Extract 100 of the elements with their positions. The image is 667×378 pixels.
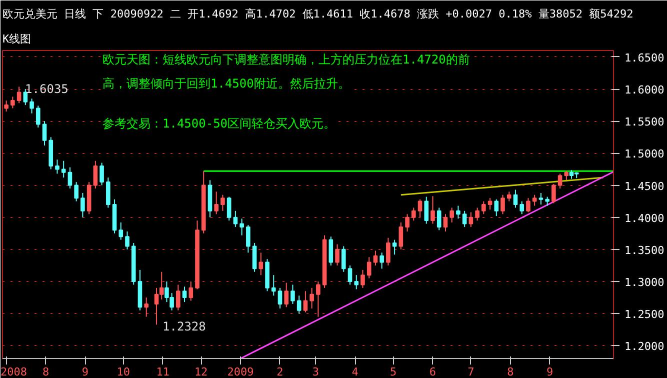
candlestick	[506, 191, 512, 202]
annotation: 参考交易：1.4500-50区间轻仓买入欧元。	[102, 116, 336, 130]
x-tick-label: 2008	[0, 366, 27, 378]
candlestick	[214, 191, 219, 215]
candlestick	[456, 205, 460, 220]
candlestick	[10, 96, 15, 109]
candlestick	[341, 246, 346, 272]
x-tick-label: 2	[276, 366, 284, 378]
candlestick	[271, 274, 276, 296]
candlestick	[411, 207, 416, 222]
annotation: 1.6035	[25, 82, 68, 96]
x-tick-label: 4	[352, 366, 359, 378]
chart-title: 欧元兑美元 日线 下 20090922 二 开1.4692 高1.4702 低1.4611 收1.4678 涨跌 +0.0027 0.18% 量38052 额54292	[2, 8, 634, 20]
candlestick	[488, 198, 492, 210]
candlestick	[564, 170, 569, 181]
y-tick-label: 1.5500	[624, 116, 664, 129]
candlestick	[475, 207, 480, 222]
x-tick-label: 11	[156, 366, 170, 378]
y-tick-label: 1.5000	[624, 148, 664, 161]
candlestick	[418, 198, 422, 218]
candlestick	[373, 250, 378, 266]
candlestick	[93, 160, 98, 189]
x-tick-label: 2009	[227, 366, 254, 378]
candlestick	[36, 105, 40, 128]
annotation: 欧元天图：短线欧元向下调整意图明确，上方的压力位在1.4720的前	[102, 52, 470, 66]
candlestick	[360, 269, 365, 288]
candlestick	[494, 198, 499, 217]
x-tick-label: 8	[42, 366, 50, 378]
candlestick	[398, 222, 404, 250]
x-tick-label: 8	[507, 366, 514, 378]
x-tick-label: 9	[82, 366, 89, 378]
x-tick-label: 7	[468, 366, 474, 378]
candlestick	[176, 284, 180, 311]
candlestick	[118, 222, 124, 240]
candlestick	[468, 212, 474, 228]
candlestick	[30, 98, 34, 114]
candlestick	[80, 192, 85, 218]
candlestick	[68, 166, 72, 189]
candlestick	[443, 214, 448, 232]
y-tick-label: 1.4500	[624, 180, 664, 193]
candlestick	[100, 162, 104, 186]
candlestick	[354, 274, 359, 290]
y-tick-label: 1.6000	[624, 84, 664, 96]
candlestick	[233, 210, 238, 228]
y-tick-label: 1.2500	[624, 308, 664, 322]
candlestick	[386, 237, 390, 266]
candlestick	[278, 287, 282, 309]
candlestick	[284, 282, 289, 308]
candlestick	[482, 200, 486, 215]
candlestick	[106, 177, 110, 208]
candlestick	[55, 159, 60, 174]
candlestick	[240, 218, 244, 236]
y-tick-label: 1.6500	[624, 51, 664, 64]
x-tick-label: 10	[116, 366, 130, 378]
candlestick	[520, 200, 524, 215]
candlestick	[188, 281, 194, 302]
candlestick	[462, 210, 467, 228]
chart-subtitle: K线图	[2, 32, 32, 46]
x-tick-label: 3	[312, 366, 319, 378]
candlestick	[74, 182, 78, 202]
candlestick	[4, 100, 8, 112]
candlestick	[328, 236, 334, 266]
annotation: 高，调整倾向于回到1.4500附近。然后拉升。	[102, 76, 350, 90]
y-tick-label: 1.4000	[624, 212, 664, 225]
candlestick	[303, 290, 308, 313]
candlestick	[366, 256, 372, 279]
candlestick	[558, 173, 562, 189]
annotation: 1.2328	[162, 320, 206, 334]
candlestick	[526, 198, 530, 213]
x-tick-label: 12	[194, 366, 208, 378]
candlestick	[16, 86, 22, 104]
x-tick-label: 5	[390, 366, 397, 378]
candlestick	[252, 242, 257, 272]
y-tick-label: 1.3500	[624, 244, 664, 257]
candlestick	[335, 244, 340, 266]
candlestick	[310, 287, 314, 309]
candlestick	[430, 196, 435, 224]
candlestick	[61, 160, 66, 178]
candlestick	[380, 252, 384, 270]
candlestick	[144, 297, 148, 318]
candlestick	[436, 207, 442, 231]
candlestick	[220, 194, 225, 212]
candlestick	[513, 189, 518, 208]
candlestick	[296, 295, 302, 314]
candlestick	[42, 120, 47, 146]
candlestick	[125, 230, 130, 250]
candlestick	[538, 192, 544, 205]
candlestick	[246, 224, 250, 254]
candlestick	[226, 196, 232, 222]
candlestick	[348, 264, 352, 286]
candlestick	[532, 194, 537, 206]
candlestick	[424, 196, 429, 224]
x-tick-label: 9	[546, 366, 554, 378]
candlestick	[182, 286, 187, 303]
candlestick	[450, 207, 454, 223]
candlestick	[392, 239, 397, 256]
candlestick	[23, 88, 28, 106]
y-tick-label: 1.3000	[624, 276, 664, 289]
candlestick	[405, 214, 410, 232]
y-tick-label: 1.2000	[624, 340, 664, 354]
